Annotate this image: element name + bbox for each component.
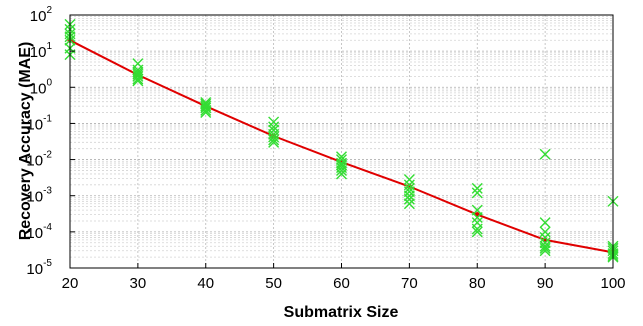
scatter-marker (539, 148, 551, 160)
x-tick-label: 100 (600, 275, 625, 292)
marker-stroke (403, 182, 415, 194)
scatter-marker (539, 245, 551, 257)
scatter-marker (471, 217, 483, 229)
x-tick-label: 40 (197, 275, 214, 292)
marker-stroke (539, 148, 551, 160)
marker-stroke (336, 154, 347, 166)
x-axis-label: Submatrix Size (284, 304, 399, 321)
scatter-marker (268, 124, 280, 136)
scatter-marker (539, 242, 551, 254)
x-tick-label: 20 (62, 275, 79, 292)
x-tick-labels: 20 30 40 50 60 70 80 90 100 (62, 263, 626, 292)
y-tick-label: 10-1 (26, 113, 52, 133)
scatter-marker (403, 174, 415, 186)
scatter-marker (403, 198, 415, 210)
marker-stroke (539, 242, 551, 254)
scatter-marker (132, 58, 144, 70)
y-tick-label: 10-4 (26, 222, 52, 242)
grid-lines (70, 15, 613, 268)
y-tick-label: 10-3 (26, 186, 52, 206)
marker-stroke (539, 237, 551, 249)
marker-stroke (403, 179, 415, 191)
marker-stroke (268, 134, 280, 146)
scatter-marker (336, 151, 347, 163)
scatter-marker (268, 116, 280, 128)
scatter-marker (132, 66, 144, 78)
scatter-marker (336, 162, 347, 174)
marker-stroke (539, 245, 551, 257)
scatter-marker (132, 68, 144, 80)
scatter-marker (200, 96, 212, 108)
y-tick-label: 10-5 (26, 258, 52, 278)
y-tick-label: 101 (30, 41, 53, 61)
scatter-marker (539, 217, 551, 229)
scatter-marker (539, 231, 551, 243)
marker-stroke (471, 217, 483, 229)
x-tick-label: 50 (265, 275, 282, 292)
marker-stroke (471, 226, 483, 238)
marker-stroke (200, 100, 212, 112)
scatter-markers (64, 18, 619, 263)
marker-stroke (200, 102, 212, 114)
marker-stroke (471, 204, 483, 216)
marker-stroke (539, 217, 551, 229)
scatter-marker (200, 100, 212, 112)
y-axis-label: Recovery Accuracy (MAE) (17, 42, 34, 241)
scatter-marker (471, 226, 483, 238)
x-tick-label: 90 (537, 275, 554, 292)
marker-stroke (471, 182, 483, 194)
marker-stroke (336, 162, 347, 174)
scatter-marker (200, 98, 212, 110)
x-tick-label: 60 (333, 275, 350, 292)
scatter-marker (471, 204, 483, 216)
scatter-marker (539, 237, 551, 249)
plot-background (70, 15, 613, 268)
marker-stroke (403, 174, 415, 186)
scatter-marker (336, 159, 347, 171)
scatter-marker (403, 182, 415, 194)
marker-stroke (539, 240, 551, 252)
marker-stroke (200, 98, 212, 110)
marker-stroke (539, 226, 551, 238)
marker-stroke (471, 187, 483, 199)
marker-stroke (132, 66, 144, 78)
marker-stroke (268, 124, 280, 136)
scatter-marker (471, 182, 483, 194)
scatter-marker (268, 134, 280, 146)
scatter-marker (539, 240, 551, 252)
marker-stroke (268, 121, 280, 133)
y-tick-label: 10-2 (26, 150, 52, 170)
scatter-marker (471, 187, 483, 199)
marker-stroke (539, 231, 551, 243)
marker-stroke (132, 68, 144, 80)
scatter-marker (268, 121, 280, 133)
marker-stroke (200, 96, 212, 108)
scatter-marker (403, 179, 415, 191)
marker-stroke (403, 198, 415, 210)
x-tick-label: 70 (401, 275, 418, 292)
marker-stroke (268, 136, 280, 148)
marker-stroke (132, 58, 144, 70)
marker-stroke (336, 159, 347, 171)
y-tick-label: 102 (30, 5, 53, 25)
scatter-marker (336, 154, 347, 166)
scatter-marker (200, 102, 212, 114)
x-tick-label: 30 (130, 275, 147, 292)
scatter-marker (268, 136, 280, 148)
marker-stroke (336, 151, 347, 163)
x-tick-label: 80 (469, 275, 486, 292)
y-tick-label: 100 (30, 77, 53, 97)
marker-stroke (268, 116, 280, 128)
scatter-marker (539, 226, 551, 238)
y-tick-labels: 10-5 10-4 10-3 10-2 10-1 100 101 102 (26, 5, 75, 278)
